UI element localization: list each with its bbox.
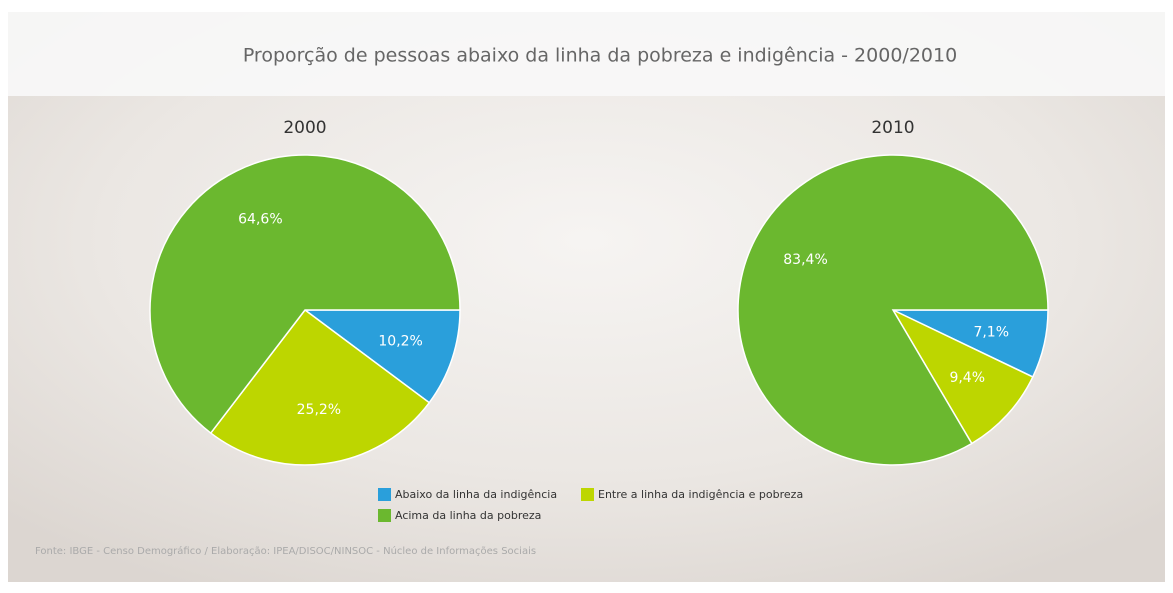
- slice-label: 83,4%: [783, 252, 827, 268]
- legend-label: Abaixo da linha da indigência: [395, 488, 557, 501]
- slice-label: 7,1%: [973, 324, 1009, 340]
- pie-title: 2000: [283, 118, 326, 138]
- legend-swatch: [581, 488, 594, 501]
- legend-swatch: [378, 488, 391, 501]
- legend-label: Entre a linha da indigência e pobreza: [598, 488, 803, 501]
- slice-label: 9,4%: [949, 370, 985, 386]
- slice-label: 10,2%: [378, 334, 422, 350]
- legend-swatch: [378, 509, 391, 522]
- legend-label: Acima da linha da pobreza: [395, 509, 541, 522]
- page: Proporção de pessoas abaixo da linha da …: [0, 0, 1173, 593]
- pie-title: 2010: [871, 118, 914, 138]
- chart-title: Proporção de pessoas abaixo da linha da …: [243, 45, 957, 67]
- source-note: Fonte: IBGE - Censo Demográfico / Elabor…: [35, 545, 536, 557]
- chart: Proporção de pessoas abaixo da linha da …: [0, 0, 1173, 589]
- slice-label: 64,6%: [238, 212, 282, 228]
- slice-label: 25,2%: [297, 402, 341, 418]
